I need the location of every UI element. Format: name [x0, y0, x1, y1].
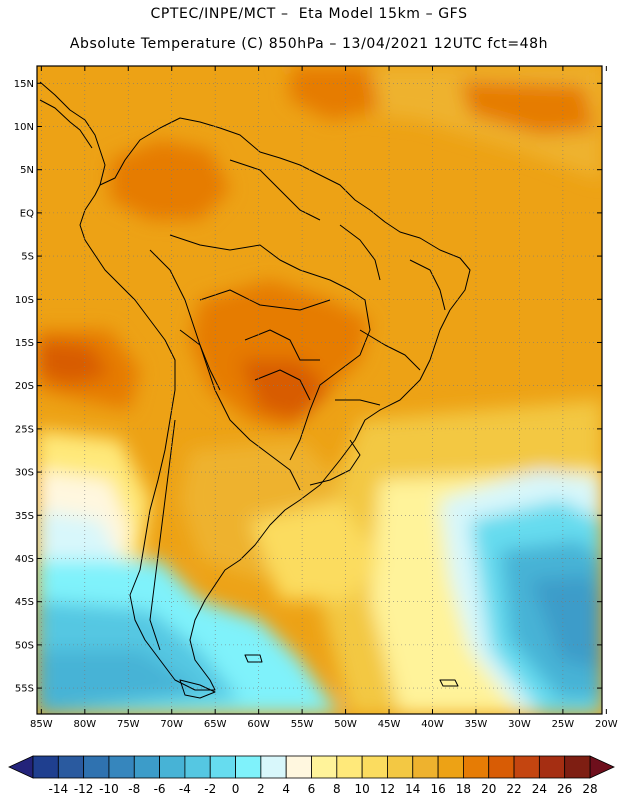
colorbar-label: -2	[204, 782, 216, 796]
colorbar-swatch	[184, 755, 211, 779]
temperature-field	[37, 66, 602, 714]
central-america-coastline	[39, 81, 106, 186]
colorbar-swatch	[83, 755, 110, 779]
colorbar-label: -14	[49, 782, 69, 796]
colorbar-label: -10	[99, 782, 119, 796]
map-frame	[36, 65, 603, 715]
colorbar-label: -4	[179, 782, 191, 796]
colorbar-label: 28	[582, 782, 597, 796]
colorbar-label: 0	[232, 782, 240, 796]
lat-tick-label: 15N	[14, 79, 34, 90]
colorbar-swatch	[108, 755, 135, 779]
lon-tick-label: 60W	[247, 719, 270, 730]
lat-tick-label: EQ	[20, 208, 34, 219]
colorbar-swatch	[336, 755, 363, 779]
colorbar-swatch	[437, 755, 464, 779]
temperature-colorbar: -14 -12 -10 -8 -6 -4 -2 0 2 4 6 8 10 12 14 16 18 20 22 24 26…	[8, 755, 615, 796]
lat-tick-label: 5S	[21, 252, 34, 263]
colorbar-low-arrow	[8, 755, 34, 779]
lat-tick-label: 40S	[15, 554, 34, 565]
colorbar-label: 24	[532, 782, 547, 796]
colorbar-swatch	[463, 755, 490, 779]
colorbar-swatch	[564, 755, 591, 779]
tierra-del-fuego	[179, 654, 459, 699]
colorbar-swatch	[133, 755, 160, 779]
lat-tick-label: 50S	[15, 640, 34, 651]
lat-tick-label: 45S	[15, 597, 34, 608]
lat-tick-label: 20S	[15, 381, 34, 392]
colorbar-swatch	[412, 755, 439, 779]
map-title-line-1: CPTEC/INPE/MCT – Eta Model 15km – GFS	[150, 6, 468, 22]
lon-tick-label: 70W	[160, 719, 183, 730]
colorbar-label: 14	[405, 782, 420, 796]
lat-tick-label: 5N	[20, 165, 34, 176]
colorbar-label: -8	[128, 782, 140, 796]
lon-tick-label: 85W	[30, 719, 53, 730]
lat-tick-label: 10S	[15, 295, 34, 306]
lon-tick-label: 20W	[595, 719, 618, 730]
colorbar-swatch	[159, 755, 186, 779]
lat-tick-label: 35S	[15, 511, 34, 522]
colorbar-label: 16	[430, 782, 445, 796]
colorbar-high-arrow	[589, 755, 615, 779]
lon-tick-label: 75W	[117, 719, 140, 730]
colorbar-swatch	[285, 755, 312, 779]
lon-tick-label: 35W	[465, 719, 488, 730]
graticule-grid	[37, 66, 602, 714]
colorbar-swatch	[387, 755, 414, 779]
colorbar-label: 8	[333, 782, 341, 796]
colorbar-swatch	[235, 755, 262, 779]
colorbar-label: 20	[481, 782, 496, 796]
lon-tick-label: 45W	[378, 719, 401, 730]
lat-tick-label: 55S	[15, 684, 34, 695]
southeast-brazil-states	[309, 329, 421, 486]
central-america-coastline-north	[39, 99, 93, 149]
colorbar-swatch	[57, 755, 85, 779]
lon-tick-label: 25W	[552, 719, 575, 730]
colorbar-label: 4	[282, 782, 290, 796]
colorbar-label: 26	[557, 782, 572, 796]
colorbar-swatch	[361, 755, 388, 779]
colorbar-swatch	[209, 755, 236, 779]
longitude-axis: 85W 80W 75W 70W 65W 60W 55W 50W 45W 40W 35W 30W 25W 2…	[30, 66, 618, 730]
colorbar-swatch	[32, 755, 59, 779]
colorbar-label: -12	[74, 782, 94, 796]
brazil-border	[169, 234, 371, 461]
interior-borders	[179, 159, 446, 401]
colorbar-label: -6	[154, 782, 166, 796]
colorbar-swatch	[513, 755, 540, 779]
colorbar-label: 2	[257, 782, 265, 796]
lon-tick-label: 55W	[291, 719, 314, 730]
colorbar-label: 22	[506, 782, 521, 796]
colorbar-label: 6	[308, 782, 316, 796]
argentina-border	[149, 419, 176, 651]
lon-tick-label: 30W	[508, 719, 531, 730]
colorbar-label: 18	[456, 782, 471, 796]
colorbar-swatch	[260, 755, 287, 779]
lat-tick-label: 10N	[14, 122, 34, 133]
lat-tick-label: 15S	[15, 338, 34, 349]
colorbar-swatch	[538, 755, 566, 779]
colorbar-label: 10	[354, 782, 369, 796]
colorbar-label: 12	[380, 782, 395, 796]
colorbar-swatch	[488, 755, 515, 779]
temperature-regions	[37, 66, 602, 714]
lon-tick-label: 80W	[73, 719, 96, 730]
lat-tick-label: 25S	[15, 424, 34, 435]
lat-tick-label: 30S	[15, 468, 34, 479]
latitude-axis: 15N 10N 5N EQ 5S 10S 15S 20S 25S 30S 35S 40S 45S 50S 5…	[14, 79, 602, 695]
map-title-line-2: Absolute Temperature (C) 850hPa – 13/04/…	[69, 36, 549, 52]
south-america-coastline	[79, 117, 471, 691]
colorbar-swatch	[311, 755, 338, 779]
lon-tick-label: 40W	[421, 719, 444, 730]
lon-tick-label: 50W	[334, 719, 357, 730]
lon-tick-label: 65W	[204, 719, 227, 730]
